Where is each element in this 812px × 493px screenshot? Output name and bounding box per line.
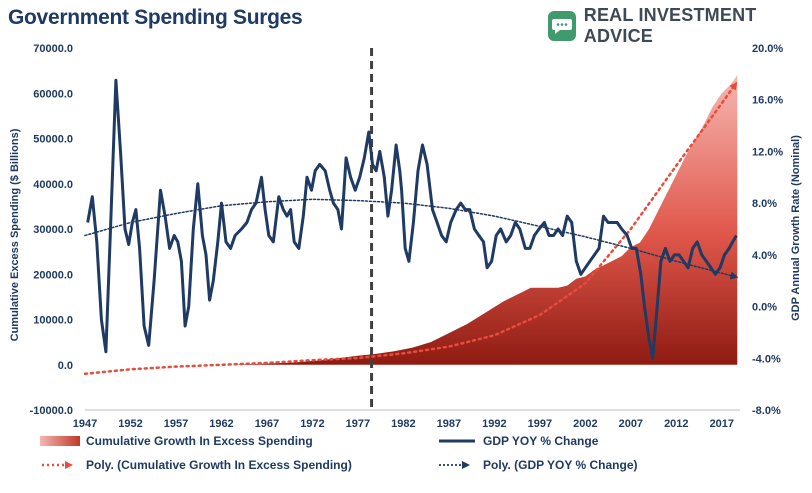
legend-item-spending-trend: Poly. (Cumulative Growth In Excess Spend…: [40, 458, 352, 472]
legend-swatch-trend-blue: [439, 461, 470, 469]
y-axis-left-label: Cumulative Excess Spending ($ Billions): [9, 128, 21, 342]
x-tick-label: 1982: [391, 418, 415, 430]
x-tick-label: 1962: [209, 418, 233, 430]
legend-item-gdp-trend: Poly. (GDP YOY % Change): [437, 458, 637, 472]
x-tick-label: 1997: [528, 418, 552, 430]
y-left-tick-label: 10000.0: [33, 315, 73, 327]
y-right-tick-label: -4.0%: [752, 353, 781, 365]
series-area-spending: [230, 75, 738, 365]
x-tick-label: 2017: [710, 418, 734, 430]
legend-item-gdp: GDP YOY % Change: [437, 434, 598, 448]
y-right-tick-label: 0.0%: [752, 302, 777, 314]
legend-swatch-trend-red: [42, 461, 73, 469]
y-left-tick-label: 50000.0: [33, 134, 73, 146]
y-left-tick-label: 70000.0: [33, 43, 73, 55]
x-tick-label: 1992: [482, 418, 506, 430]
legend-swatch-area: [40, 436, 80, 446]
y-right-tick-label: 16.0%: [752, 95, 783, 107]
x-tick-label: 2002: [573, 418, 597, 430]
legend-label-spending: Cumulative Growth In Excess Spending: [86, 434, 313, 448]
brand-name: REAL INVESTMENT ADVICE: [583, 5, 757, 46]
series-line-gdp: [86, 78, 738, 360]
legend-item-spending: Cumulative Growth In Excess Spending: [40, 434, 313, 448]
x-tick-label: 1947: [73, 418, 97, 430]
x-tick-label: 1977: [346, 418, 370, 430]
x-tick-label: 1952: [118, 418, 142, 430]
y-axis-right-label: GDP Annual Growth Rate (Nominal): [790, 135, 802, 321]
y-right-tick-label: -8.0%: [752, 405, 781, 417]
y-right-tick-label: 20.0%: [752, 43, 783, 55]
y-left-tick-label: 60000.0: [33, 88, 73, 100]
x-tick-label: 1972: [300, 418, 324, 430]
x-tick-label: 2012: [664, 418, 688, 430]
y-left-tick-label: 40000.0: [33, 179, 73, 191]
chat-bubble-icon: [548, 11, 576, 41]
y-right-tick-label: 12.0%: [752, 146, 783, 158]
y-right-tick-label: 8.0%: [752, 198, 777, 210]
y-left-tick-label: 0.0: [58, 360, 73, 372]
legend: Cumulative Growth In Excess Spending GDP…: [40, 434, 780, 484]
y-right-tick-label: 4.0%: [752, 250, 777, 262]
y-left-tick-label: 20000.0: [33, 269, 73, 281]
y-left-tick-label: 30000.0: [33, 224, 73, 236]
legend-swatch-line: [439, 439, 475, 443]
x-tick-label: 1967: [255, 418, 279, 430]
x-tick-label: 2007: [619, 418, 643, 430]
x-tick-label: 1987: [437, 418, 461, 430]
chart-title: Government Spending Surges: [8, 6, 303, 29]
y-left-tick-label: -10000.0: [30, 405, 73, 417]
legend-label-gdp-trend: Poly. (GDP YOY % Change): [483, 458, 638, 472]
legend-label-gdp: GDP YOY % Change: [483, 434, 599, 448]
series-trend-spending: [83, 81, 738, 376]
brand: REAL INVESTMENT ADVICE: [548, 5, 812, 46]
legend-label-spending-trend: Poly. (Cumulative Growth In Excess Spend…: [86, 458, 352, 472]
x-tick-label: 1957: [164, 418, 188, 430]
